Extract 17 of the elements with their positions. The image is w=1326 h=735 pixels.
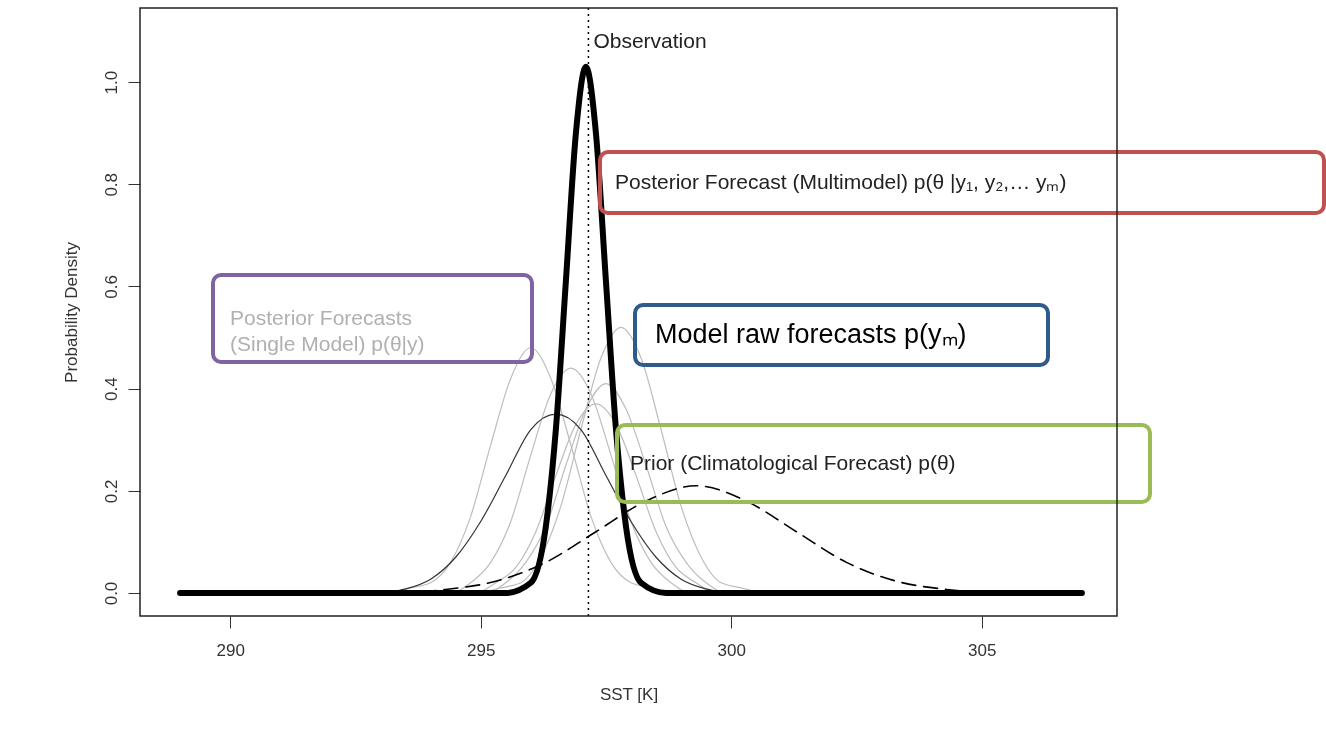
y-tick-label: 0.4 xyxy=(101,377,121,401)
y-tick-label: 0.2 xyxy=(101,479,121,504)
x-tick-label: 290 xyxy=(216,640,245,660)
annotation: Posterior Forecasts (Single Model) p(θ|y) xyxy=(230,305,425,355)
x-tick-label: 295 xyxy=(467,640,496,660)
y-tick-label: 0.8 xyxy=(101,172,121,197)
y-tick-label: 0.0 xyxy=(101,581,121,606)
y-tick-label: 1.0 xyxy=(101,70,121,95)
x-axis-title: SST [K] xyxy=(599,684,659,704)
ref-line-label: Observation xyxy=(593,29,707,52)
annotation: Posterior Forecast (Multimodel) p(θ |y₁, y₂,… yₘ) xyxy=(615,169,1067,193)
annotation: Model raw forecasts p(yₘ) xyxy=(655,319,967,349)
x-tick-label: 305 xyxy=(968,640,997,660)
y-axis-title: Probability Density xyxy=(61,241,81,383)
y-tick-label: 0.6 xyxy=(101,275,121,299)
annotation: Prior (Climatological Forecast) p(θ) xyxy=(630,450,956,474)
x-tick-label: 300 xyxy=(717,640,746,660)
